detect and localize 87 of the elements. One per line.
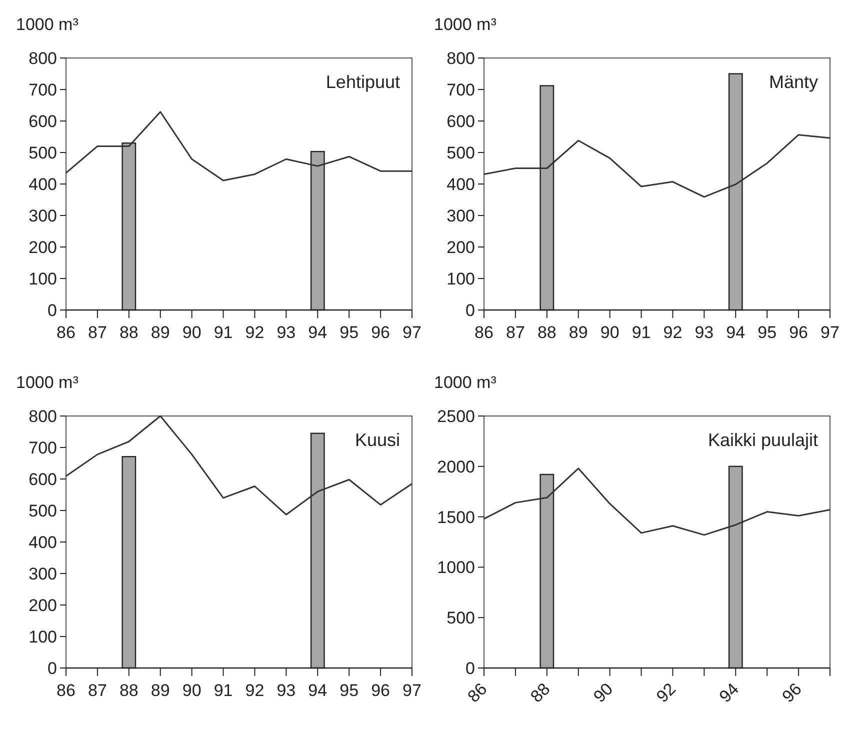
y-tick-label: 400 xyxy=(28,174,57,194)
y-tick-label: 300 xyxy=(28,564,57,584)
y-tick-label: 600 xyxy=(28,470,57,489)
x-tick-label: 97 xyxy=(820,323,840,342)
text: Kuusi xyxy=(354,430,400,450)
y-tick-label: 100 xyxy=(28,627,57,646)
x-tick-label: 96 xyxy=(371,323,390,342)
y-tick-label: 200 xyxy=(446,238,475,257)
y-tick-label: 700 xyxy=(446,80,475,100)
x-tick-label: 93 xyxy=(694,323,714,342)
y-axis-title: 1000 m³ xyxy=(16,15,79,34)
y-tick-label: 400 xyxy=(446,174,475,194)
y-tick-label: 500 xyxy=(446,608,475,628)
x-tick-label: 96 xyxy=(789,323,808,342)
x-tick-label: 90 xyxy=(182,323,202,342)
x-tick-label: 93 xyxy=(276,681,296,700)
x-tick-label: 90 xyxy=(182,681,202,700)
y-tick-label: 700 xyxy=(28,80,57,100)
y-tick-label: 0 xyxy=(466,658,475,678)
x-tick-label: 89 xyxy=(150,681,170,700)
x-tick-label: 87 xyxy=(88,323,107,342)
x-tick-label: 97 xyxy=(402,323,422,342)
y-tick-label: 500 xyxy=(446,143,475,162)
x-tick-label: 96 xyxy=(778,679,806,706)
y-tick-label: 500 xyxy=(28,501,57,520)
x-tick-label: 89 xyxy=(150,323,170,342)
y-tick-label: 1500 xyxy=(437,508,475,527)
line-series xyxy=(65,111,413,182)
y-tick-label: 800 xyxy=(28,406,57,426)
y-tick-label: 1000 xyxy=(437,558,475,578)
x-tick-label: 96 xyxy=(371,681,390,700)
x-tick-label: 88 xyxy=(537,323,556,342)
x-tick-label: 89 xyxy=(568,323,588,342)
x-tick-label: 94 xyxy=(308,681,328,700)
x-tick-label: 91 xyxy=(214,681,233,700)
x-tick-label: 91 xyxy=(632,323,651,342)
y-tick-label: 600 xyxy=(446,112,475,131)
x-tick-label: 92 xyxy=(245,681,264,700)
text: Lehtipuut xyxy=(326,72,400,92)
x-tick-label: 94 xyxy=(726,323,746,342)
y-tick-label: 500 xyxy=(28,143,57,162)
x-tick-label: 94 xyxy=(308,323,328,342)
x-tick-label: 95 xyxy=(758,323,777,342)
line-series xyxy=(65,415,413,516)
x-tick-label: 87 xyxy=(506,323,525,342)
x-tick-label: 86 xyxy=(464,679,491,706)
y-tick-label: 800 xyxy=(446,48,475,68)
text: Kaikki puulajit xyxy=(708,430,818,450)
y-tick-label: 200 xyxy=(28,596,57,615)
y-tick-label: 0 xyxy=(48,300,57,320)
x-tick-label: 92 xyxy=(652,679,680,706)
y-axis-title: 1000 m³ xyxy=(434,373,497,392)
line-series xyxy=(483,134,831,198)
x-tick-label: 94 xyxy=(716,679,742,706)
text: Mänty xyxy=(768,72,818,92)
x-tick-label: 97 xyxy=(402,681,422,700)
x-tick-label: 95 xyxy=(340,681,359,700)
y-tick-label: 600 xyxy=(28,112,57,131)
y-tick-label: 0 xyxy=(466,300,475,320)
x-tick-label: 88 xyxy=(526,679,554,706)
y-tick-label: 700 xyxy=(28,438,57,458)
x-tick-label: 88 xyxy=(119,323,138,342)
x-tick-label: 91 xyxy=(214,323,233,342)
y-tick-label: 400 xyxy=(28,532,57,552)
y-tick-label: 100 xyxy=(446,269,475,288)
x-tick-label: 87 xyxy=(88,681,107,700)
x-tick-label: 86 xyxy=(474,323,494,342)
x-tick-label: 93 xyxy=(276,323,296,342)
y-tick-label: 300 xyxy=(446,206,475,226)
y-tick-label: 2000 xyxy=(437,457,475,476)
y-tick-label: 0 xyxy=(48,658,57,678)
x-tick-label: 90 xyxy=(590,679,617,706)
y-tick-label: 300 xyxy=(28,206,57,226)
x-tick-label: 86 xyxy=(56,323,76,342)
line-series xyxy=(483,468,831,536)
x-tick-label: 90 xyxy=(600,323,620,342)
y-tick-label: 200 xyxy=(28,238,57,257)
x-tick-label: 92 xyxy=(663,323,682,342)
x-tick-label: 88 xyxy=(119,681,138,700)
y-axis-title: 1000 m³ xyxy=(16,373,79,392)
x-tick-label: 92 xyxy=(245,323,264,342)
y-tick-label: 800 xyxy=(28,48,57,68)
y-tick-label: 2500 xyxy=(437,406,475,426)
x-tick-label: 86 xyxy=(56,681,76,700)
x-tick-label: 95 xyxy=(340,323,359,342)
y-tick-label: 100 xyxy=(28,269,57,288)
y-axis-title: 1000 m³ xyxy=(434,15,497,34)
